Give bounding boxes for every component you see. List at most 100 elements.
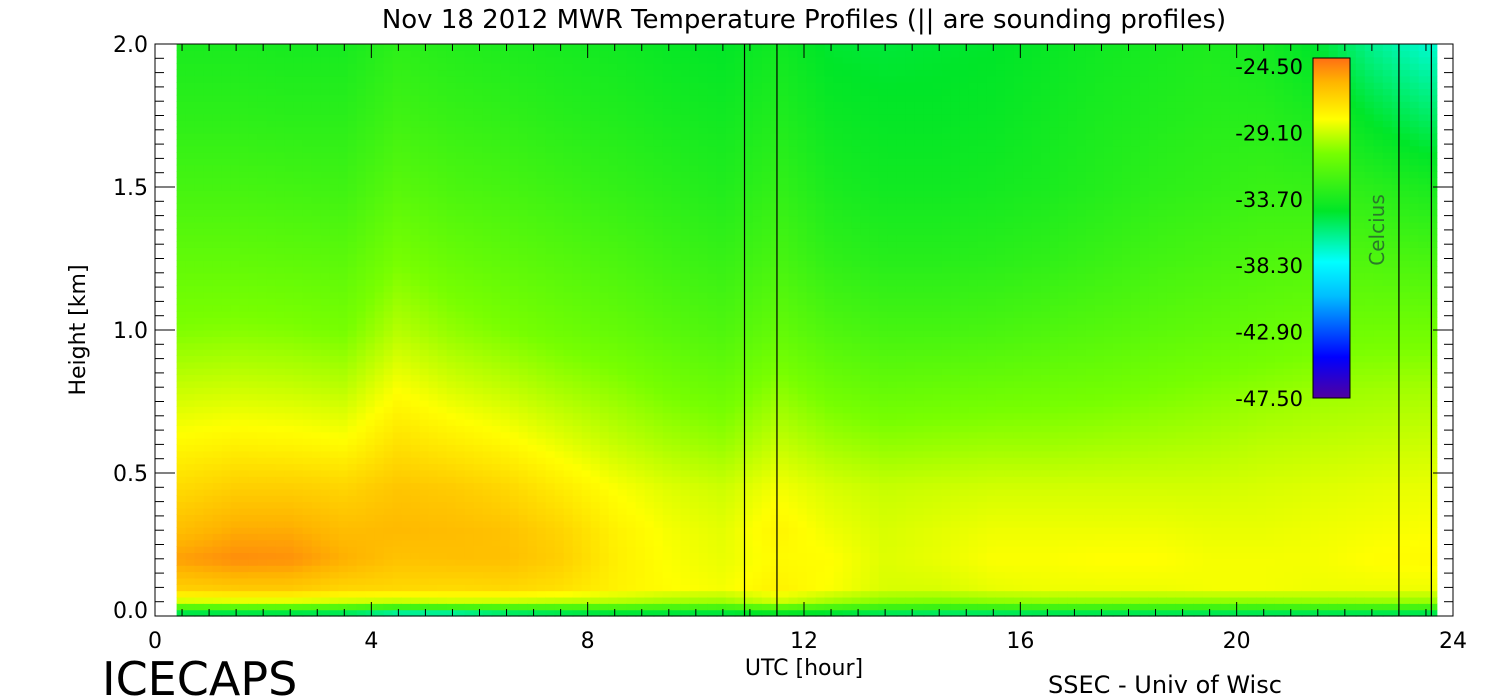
- heatmap-cell: [617, 514, 628, 522]
- heatmap-cell: [293, 577, 304, 585]
- heatmap-cell: [455, 253, 466, 261]
- heatmap-cell: [527, 221, 538, 229]
- heatmap-cell: [608, 603, 619, 611]
- heatmap-cell: [329, 603, 340, 611]
- heatmap-cell: [284, 368, 295, 376]
- heatmap-cell: [509, 272, 520, 280]
- heatmap-cell: [500, 438, 511, 445]
- heatmap-cell: [302, 234, 313, 242]
- heatmap-cell: [590, 177, 601, 185]
- heatmap-cell: [464, 120, 475, 128]
- heatmap-cell: [203, 406, 214, 414]
- heatmap-cell: [581, 609, 592, 617]
- heatmap-cell: [599, 577, 610, 585]
- heatmap-cell: [617, 120, 628, 128]
- heatmap-cell: [203, 450, 214, 458]
- heatmap-cell: [257, 63, 268, 71]
- heatmap-cell: [590, 355, 601, 363]
- heatmap-cell: [257, 603, 268, 611]
- heatmap-cell: [176, 590, 187, 598]
- heatmap-cell: [311, 596, 322, 604]
- heatmap-cell: [185, 380, 196, 388]
- heatmap-cell: [347, 266, 358, 274]
- heatmap-cell: [266, 355, 277, 363]
- heatmap-cell: [599, 107, 610, 115]
- heatmap-cell: [248, 438, 259, 445]
- heatmap-cell: [419, 94, 430, 102]
- heatmap-cell: [320, 425, 331, 433]
- heatmap-cell: [428, 291, 439, 299]
- heatmap-cell: [590, 558, 601, 566]
- heatmap-cell: [230, 342, 241, 350]
- heatmap-cell: [428, 44, 439, 51]
- heatmap-cell: [653, 330, 664, 337]
- heatmap-cell: [554, 336, 565, 344]
- heatmap-cell: [266, 317, 277, 325]
- heatmap-cell: [176, 177, 187, 185]
- heatmap-cell: [338, 69, 349, 77]
- heatmap-cell: [563, 444, 574, 452]
- heatmap-cell: [374, 425, 385, 433]
- heatmap-cell: [221, 368, 232, 376]
- heatmap-cell: [374, 552, 385, 560]
- heatmap-cell: [572, 438, 583, 445]
- heatmap-cell: [275, 279, 286, 287]
- heatmap-cell: [644, 139, 655, 147]
- heatmap-cell: [239, 291, 250, 299]
- heatmap-cell: [221, 126, 232, 134]
- heatmap-cell: [671, 336, 682, 344]
- heatmap-cell: [230, 209, 241, 217]
- heatmap-cell: [599, 164, 610, 172]
- heatmap-cell: [554, 234, 565, 242]
- heatmap-cell: [365, 285, 376, 293]
- heatmap-cell: [536, 387, 547, 395]
- heatmap-cell: [176, 507, 187, 515]
- heatmap-cell: [662, 482, 673, 490]
- heatmap-cell: [248, 590, 259, 598]
- heatmap-cell: [239, 190, 250, 198]
- heatmap-cell: [518, 565, 529, 573]
- heatmap-cell: [338, 266, 349, 274]
- heatmap-cell: [563, 120, 574, 128]
- heatmap-cell: [473, 552, 484, 560]
- heatmap-cell: [554, 221, 565, 229]
- heatmap-cell: [554, 520, 565, 528]
- heatmap-cell: [185, 310, 196, 318]
- heatmap-cell: [626, 393, 637, 401]
- heatmap-cell: [464, 412, 475, 420]
- heatmap-cell: [581, 450, 592, 458]
- heatmap-cell: [185, 476, 196, 484]
- heatmap-cell: [653, 406, 664, 414]
- heatmap-cell: [617, 209, 628, 217]
- heatmap-cell: [572, 221, 583, 229]
- heatmap-cell: [500, 590, 511, 598]
- heatmap-cell: [374, 291, 385, 299]
- heatmap-cell: [230, 577, 241, 585]
- heatmap-cell: [266, 590, 277, 598]
- heatmap-cell: [662, 317, 673, 325]
- heatmap-cell: [536, 183, 547, 191]
- heatmap-cell: [608, 75, 619, 83]
- heatmap-cell: [383, 132, 394, 140]
- heatmap-cell: [563, 145, 574, 153]
- heatmap-cell: [275, 291, 286, 299]
- heatmap-cell: [320, 132, 331, 140]
- heatmap-cell: [347, 482, 358, 490]
- heatmap-cell: [383, 374, 394, 382]
- heatmap-cell: [563, 56, 574, 64]
- heatmap-cell: [617, 425, 628, 433]
- heatmap-cell: [635, 533, 646, 541]
- heatmap-cell: [635, 450, 646, 458]
- heatmap-cell: [410, 349, 421, 357]
- heatmap-cell: [383, 596, 394, 604]
- heatmap-cell: [194, 69, 205, 77]
- heatmap-cell: [671, 488, 682, 496]
- heatmap-cell: [572, 457, 583, 465]
- heatmap-cell: [644, 463, 655, 471]
- heatmap-cell: [590, 469, 601, 477]
- heatmap-cell: [383, 444, 394, 452]
- heatmap-cell: [464, 501, 475, 509]
- heatmap-cell: [329, 361, 340, 369]
- heatmap-cell: [257, 393, 268, 401]
- heatmap-cell: [347, 190, 358, 198]
